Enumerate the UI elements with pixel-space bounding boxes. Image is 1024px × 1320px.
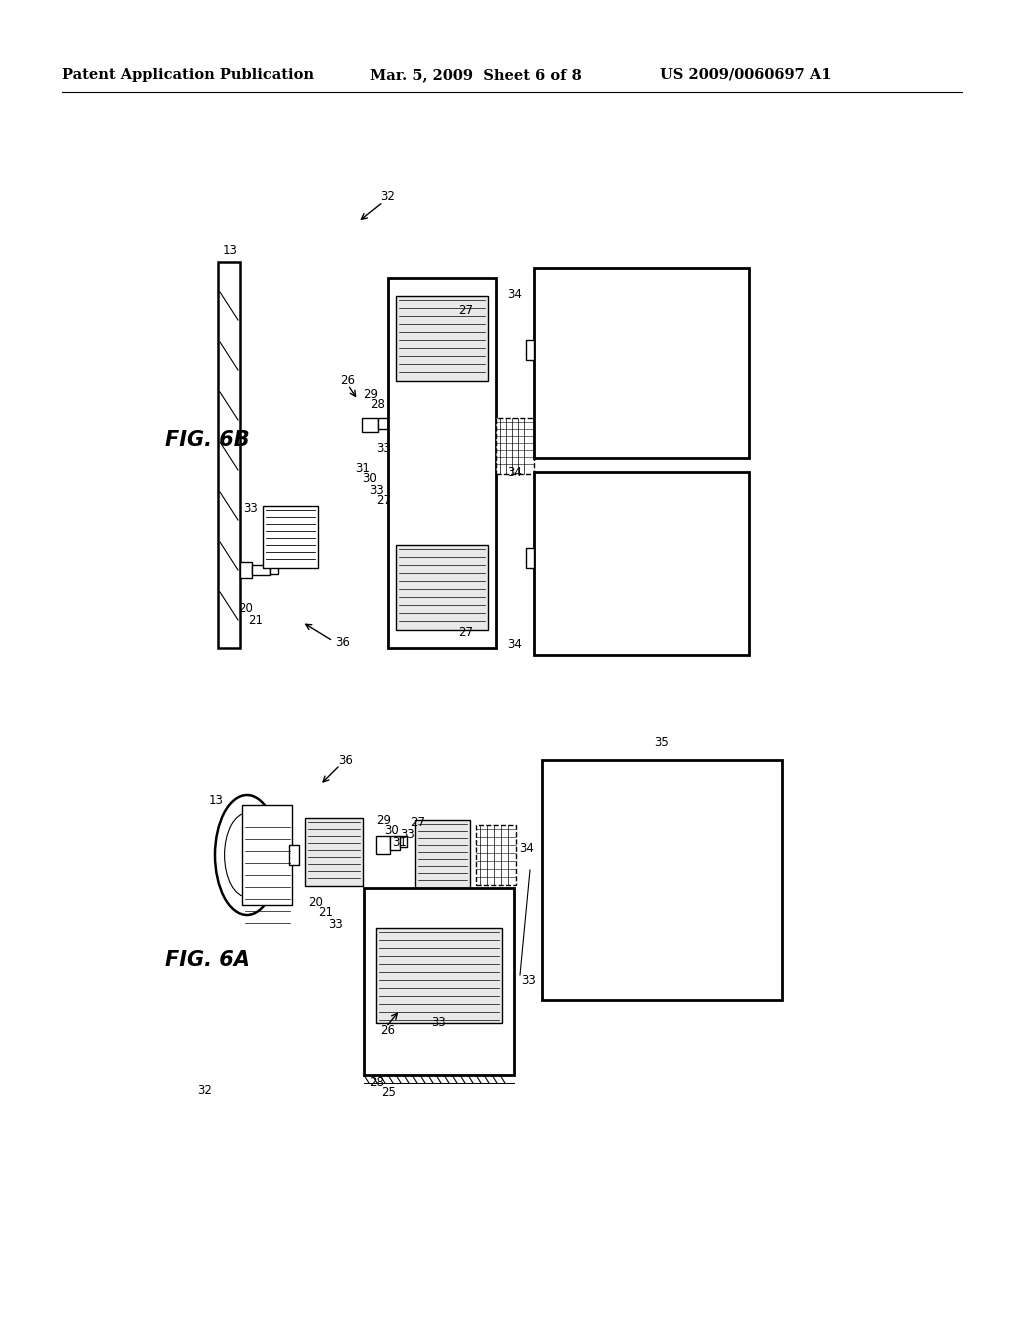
Text: 13: 13 [209,793,224,807]
Bar [396,296,488,381]
Text: 32: 32 [380,190,395,203]
Text: 13: 13 [223,243,238,256]
Bar [388,418,395,428]
Text: US 2009/0060697 A1: US 2009/0060697 A1 [660,69,831,82]
Text: 33: 33 [521,974,536,986]
Text: 33: 33 [400,829,415,842]
Text: Mar. 5, 2009  Sheet 6 of 8: Mar. 5, 2009 Sheet 6 of 8 [370,69,582,82]
Text: Patent Application Publication: Patent Application Publication [62,69,314,82]
Bar [542,760,782,1001]
Text: 28: 28 [369,1076,384,1089]
Text: 31: 31 [355,462,370,474]
Text: 33: 33 [328,917,343,931]
Text: 27: 27 [458,626,473,639]
Bar [534,268,749,458]
Text: 20: 20 [308,895,323,908]
Bar [534,473,749,655]
Text: 29: 29 [376,813,391,826]
Bar [376,836,390,854]
Ellipse shape [215,795,279,915]
Text: 27: 27 [458,304,473,317]
Text: 31: 31 [392,836,407,849]
Bar [305,818,362,886]
Bar [218,261,240,648]
Text: 27: 27 [410,816,425,829]
Bar [242,805,292,906]
Text: 27: 27 [376,494,391,507]
Bar [496,418,534,474]
Text: 33: 33 [369,483,384,496]
Text: FIG. 6A: FIG. 6A [165,950,250,970]
Text: 36: 36 [335,636,350,649]
Bar [362,418,378,432]
Text: 30: 30 [362,473,377,486]
Bar [388,279,496,648]
Bar [252,565,270,576]
Text: 26: 26 [380,1023,395,1036]
Bar [240,562,252,578]
Bar [526,341,534,360]
Bar [270,566,278,574]
Bar [400,836,407,847]
Text: 34: 34 [519,842,534,854]
Text: 20: 20 [238,602,253,615]
Bar [378,418,388,429]
Text: FIG. 6B: FIG. 6B [165,430,250,450]
Bar [390,836,400,850]
Bar [526,548,534,568]
Bar [289,845,299,865]
Text: 34: 34 [507,289,522,301]
Text: 35: 35 [654,735,670,748]
Text: 32: 32 [197,1084,212,1097]
Text: 33: 33 [244,502,258,515]
Text: 21: 21 [318,907,333,920]
Text: 34: 34 [507,639,522,652]
Bar [415,820,470,888]
Bar [396,545,488,630]
Bar [376,928,502,1023]
Bar [263,506,318,568]
Text: 26: 26 [340,374,355,387]
Bar [476,825,516,884]
Text: 34: 34 [507,466,522,479]
Text: 36: 36 [338,754,353,767]
Text: 33: 33 [431,1016,445,1030]
Text: 21: 21 [248,614,263,627]
Text: 33: 33 [376,441,391,454]
Text: 29: 29 [362,388,378,401]
Text: 28: 28 [370,399,385,412]
Text: 30: 30 [384,825,398,837]
Text: 25: 25 [381,1086,396,1100]
Bar [364,888,514,1074]
